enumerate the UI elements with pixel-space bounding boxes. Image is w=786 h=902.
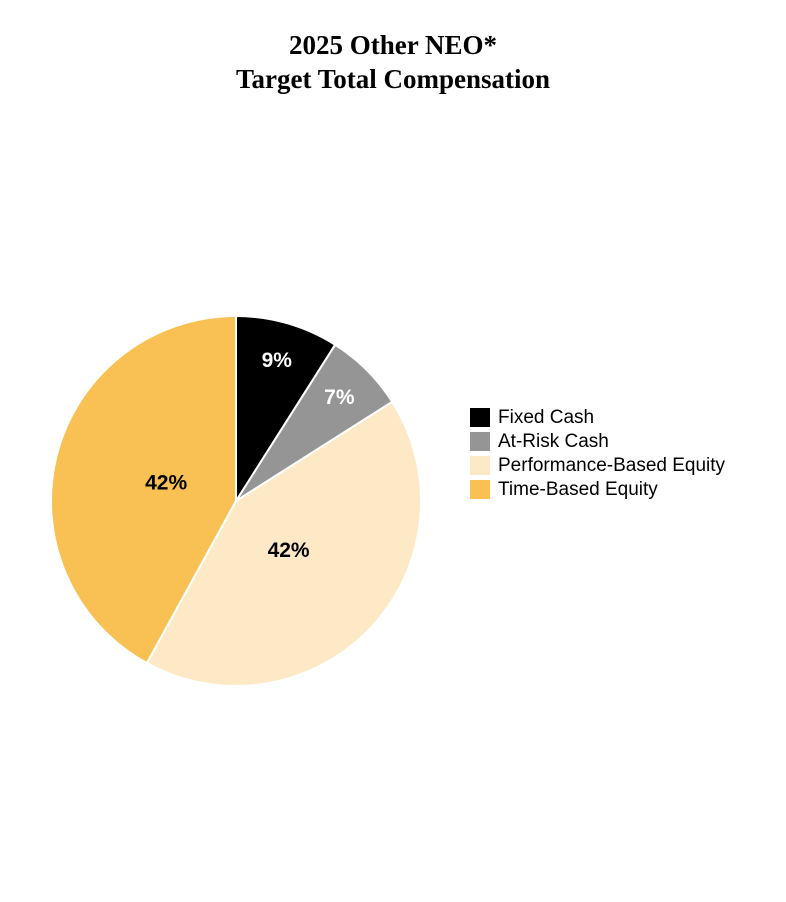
legend-swatch-performance-based-equity — [470, 456, 490, 475]
pie-slice-performance-based-equity — [145, 400, 422, 687]
chart-title: 2025 Other NEO* — [289, 30, 497, 60]
data-label-performance-based-equity: 42% — [268, 539, 310, 562]
legend-label-performance-based-equity: Performance-Based Equity — [498, 455, 726, 476]
legend-swatch-time-based-equity — [470, 480, 490, 499]
data-label-time-based-equity: 42% — [145, 472, 187, 495]
chart-subtitle: Target Total Compensation — [235, 64, 551, 94]
legend-swatch-at-risk-cash — [470, 432, 490, 451]
legend-label-fixed-cash: Fixed Cash — [498, 407, 594, 428]
legend-label-at-risk-cash: At-Risk Cash — [498, 431, 609, 452]
pie-slice-fixed-cash — [235, 315, 337, 502]
data-label-at-risk-cash: 7% — [324, 386, 355, 409]
legend-swatch-fixed-cash — [470, 408, 490, 427]
pie-slices — [50, 315, 422, 687]
pie-slice-time-based-equity — [50, 315, 237, 665]
chart-legend: Fixed Cash At-Risk Cash Performance-Based … — [470, 407, 726, 500]
pie-slice-labels: 9% 7% 42% 42% — [145, 349, 355, 562]
data-label-fixed-cash: 9% — [262, 349, 293, 372]
chart-title-block: 2025 Other NEO* Target Total Compensatio… — [0, 28, 786, 96]
legend-label-time-based-equity: Time-Based Equity — [498, 479, 658, 500]
